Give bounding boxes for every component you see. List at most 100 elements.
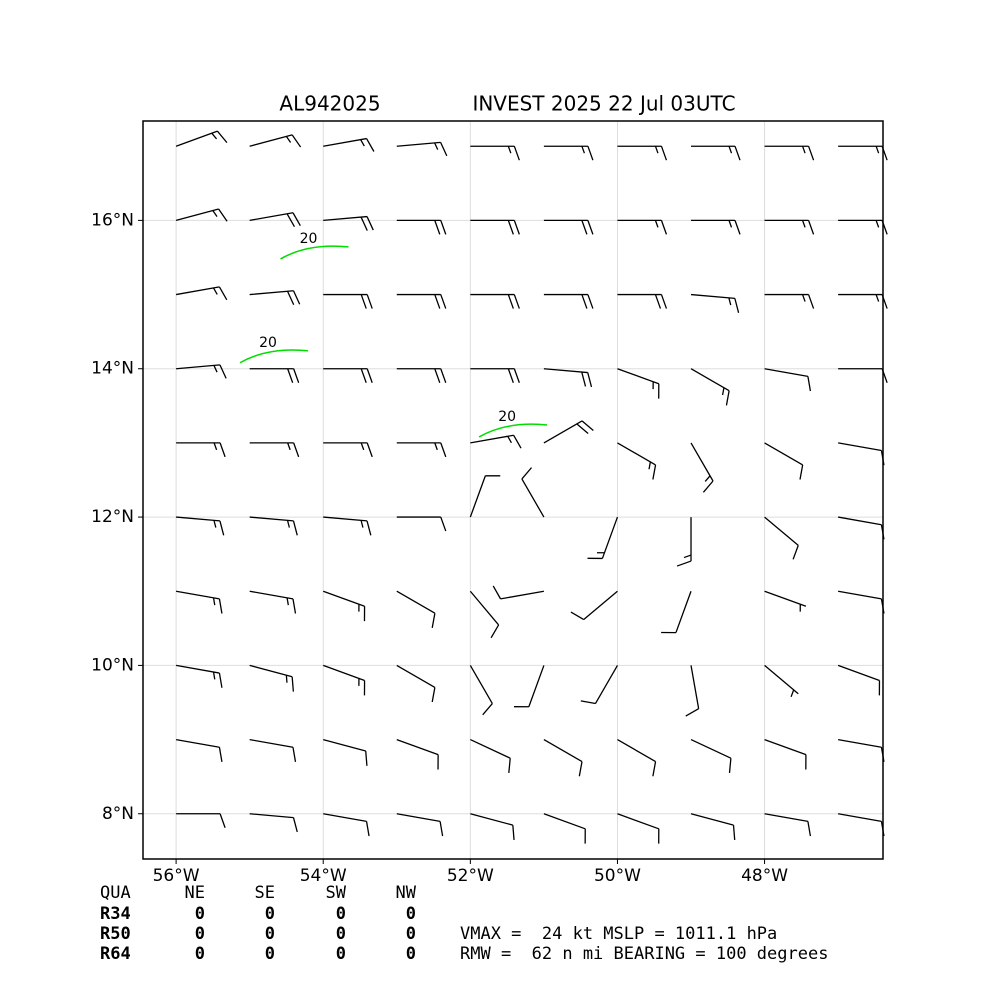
table-header: SW [326,883,347,903]
contour-label: 20 [498,409,516,425]
wind-barb [543,739,583,777]
wind-barb [469,475,501,518]
wind-barb [175,208,228,222]
table-header: NE [185,883,205,903]
wind-barb [470,293,520,309]
wind-barb [838,813,885,837]
y-tick-label: 12°N [91,507,134,527]
contour-line [280,245,349,260]
contour-label: 20 [300,231,318,247]
wind-barb [690,368,730,406]
row-label: R50 [100,924,131,944]
table-cell: 0 [195,944,205,964]
y-tick-label: 16°N [91,210,134,230]
barbs [175,130,888,844]
wind-barb [323,738,368,766]
wind-barb [175,590,223,614]
table-header: SE [255,883,275,903]
contour-line [239,349,309,364]
wind-barb [764,738,807,770]
wind-barb [396,141,448,157]
wind-barb [249,738,297,762]
wind-barb [521,467,545,518]
wind-barb [764,368,812,392]
wind-barb [764,293,815,309]
wind-barb [838,368,888,383]
x-tick-label: 54°W [300,866,347,886]
row-label: R34 [100,904,131,924]
wind-barb [764,442,804,480]
wind-barb [470,219,520,235]
wind-barb [690,293,740,313]
wind-barb [322,590,366,622]
wind-barb [396,293,447,309]
contour-line [478,423,548,438]
wind-barb [396,664,436,703]
table-cell: 0 [406,944,416,964]
wind-barb [838,145,888,161]
wind-barb [764,590,807,612]
wind-barb [323,442,373,458]
wind-barb [838,738,885,762]
wind-barb [838,219,888,235]
wind-barb [176,813,226,828]
wind-barb [175,738,223,762]
table-cell: 0 [195,904,205,924]
wind-barb [396,516,447,532]
wind-barb [690,738,732,774]
wind-barb [690,442,714,493]
y-tick-label: 10°N [91,655,134,675]
contour-label: 20 [259,335,277,351]
wind-barb [690,813,736,841]
wind-barb [176,364,227,379]
contours: 20 20 20 [239,231,548,438]
map-frame [142,120,884,860]
x-tick-label: 52°W [447,866,494,886]
wind-barb [249,590,297,614]
wind-barb [322,664,366,696]
wind-barb [513,665,545,708]
wind-barb [543,293,594,309]
wind-barb [838,516,885,540]
wind-barb [176,442,226,458]
x-tick-label: 56°W [153,866,200,886]
wind-barb [587,516,619,560]
wind-barb [470,813,515,841]
table-cell: 0 [195,924,205,944]
wind-barb [691,145,741,161]
wind-barb [764,516,799,560]
table-cell: 0 [265,944,275,964]
title-right: INVEST 2025 22 Jul 03UTC [472,92,735,116]
wind-barb [838,293,888,309]
table-cell: 0 [336,944,346,964]
wind-barb [617,442,657,480]
wind-barb [323,293,373,309]
wind-barb [176,516,225,536]
wind-barb [249,212,301,228]
wind-barb [837,664,881,696]
title-left: AL942025 [279,92,380,116]
wind-barb [691,219,741,235]
table-cell: 0 [406,924,416,944]
table-cell: 0 [336,904,346,924]
wind-barb [470,434,522,449]
wind-barb [249,442,300,458]
wind-barb [617,145,668,161]
table-cell: 0 [265,904,275,924]
wind-barb [543,368,593,388]
wind-barb [249,516,298,536]
wind-barb [323,516,372,536]
wind-barb [676,517,692,567]
wind-barb [469,590,500,639]
wind-barb [396,738,439,770]
wind-barb [492,585,545,600]
wind-barb [249,813,298,833]
wind-barb [543,420,594,444]
wind-barb [470,368,520,383]
wind-barb [396,813,444,837]
wind-barb [396,368,447,383]
y-tick-label: 14°N [91,359,134,379]
table-cell: 0 [336,924,346,944]
